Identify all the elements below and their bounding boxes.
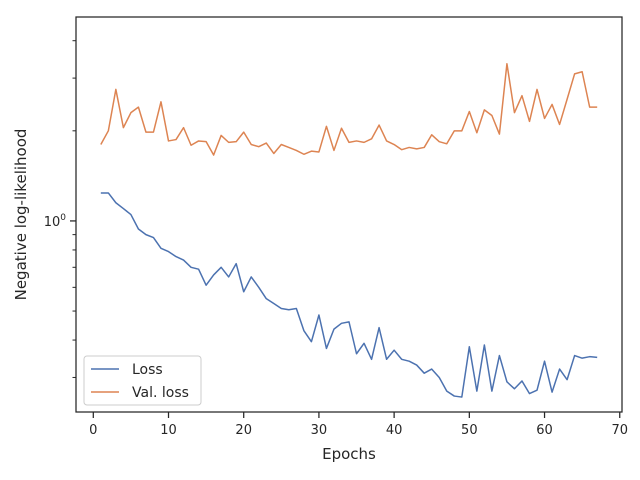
y-tick-label: 100 [44,213,67,230]
ticks-layer: 0 10 20 30 40 50 60 70 100 [44,40,628,438]
x-tick-label: 20 [235,423,252,438]
plot-frame [75,16,623,413]
x-tick-label: 10 [160,423,177,438]
x-tick-label: 60 [536,423,553,438]
x-axis-label: Epochs [322,445,376,463]
series-line-1 [100,63,598,156]
x-tick-label: 30 [311,423,328,438]
legend-label: Val. loss [132,385,189,401]
x-tick-label: 40 [386,423,403,438]
y-axis-label: Negative log-likelihood [12,129,30,301]
x-tick-label: 50 [461,423,478,438]
axes-frame [75,16,623,413]
x-tick-label: 70 [611,423,628,438]
series-layer [100,63,598,398]
legend: Loss Val. loss [83,355,202,406]
legend-label: Loss [132,362,163,378]
series-line-0 [100,192,598,398]
x-tick-label: 0 [89,423,97,438]
